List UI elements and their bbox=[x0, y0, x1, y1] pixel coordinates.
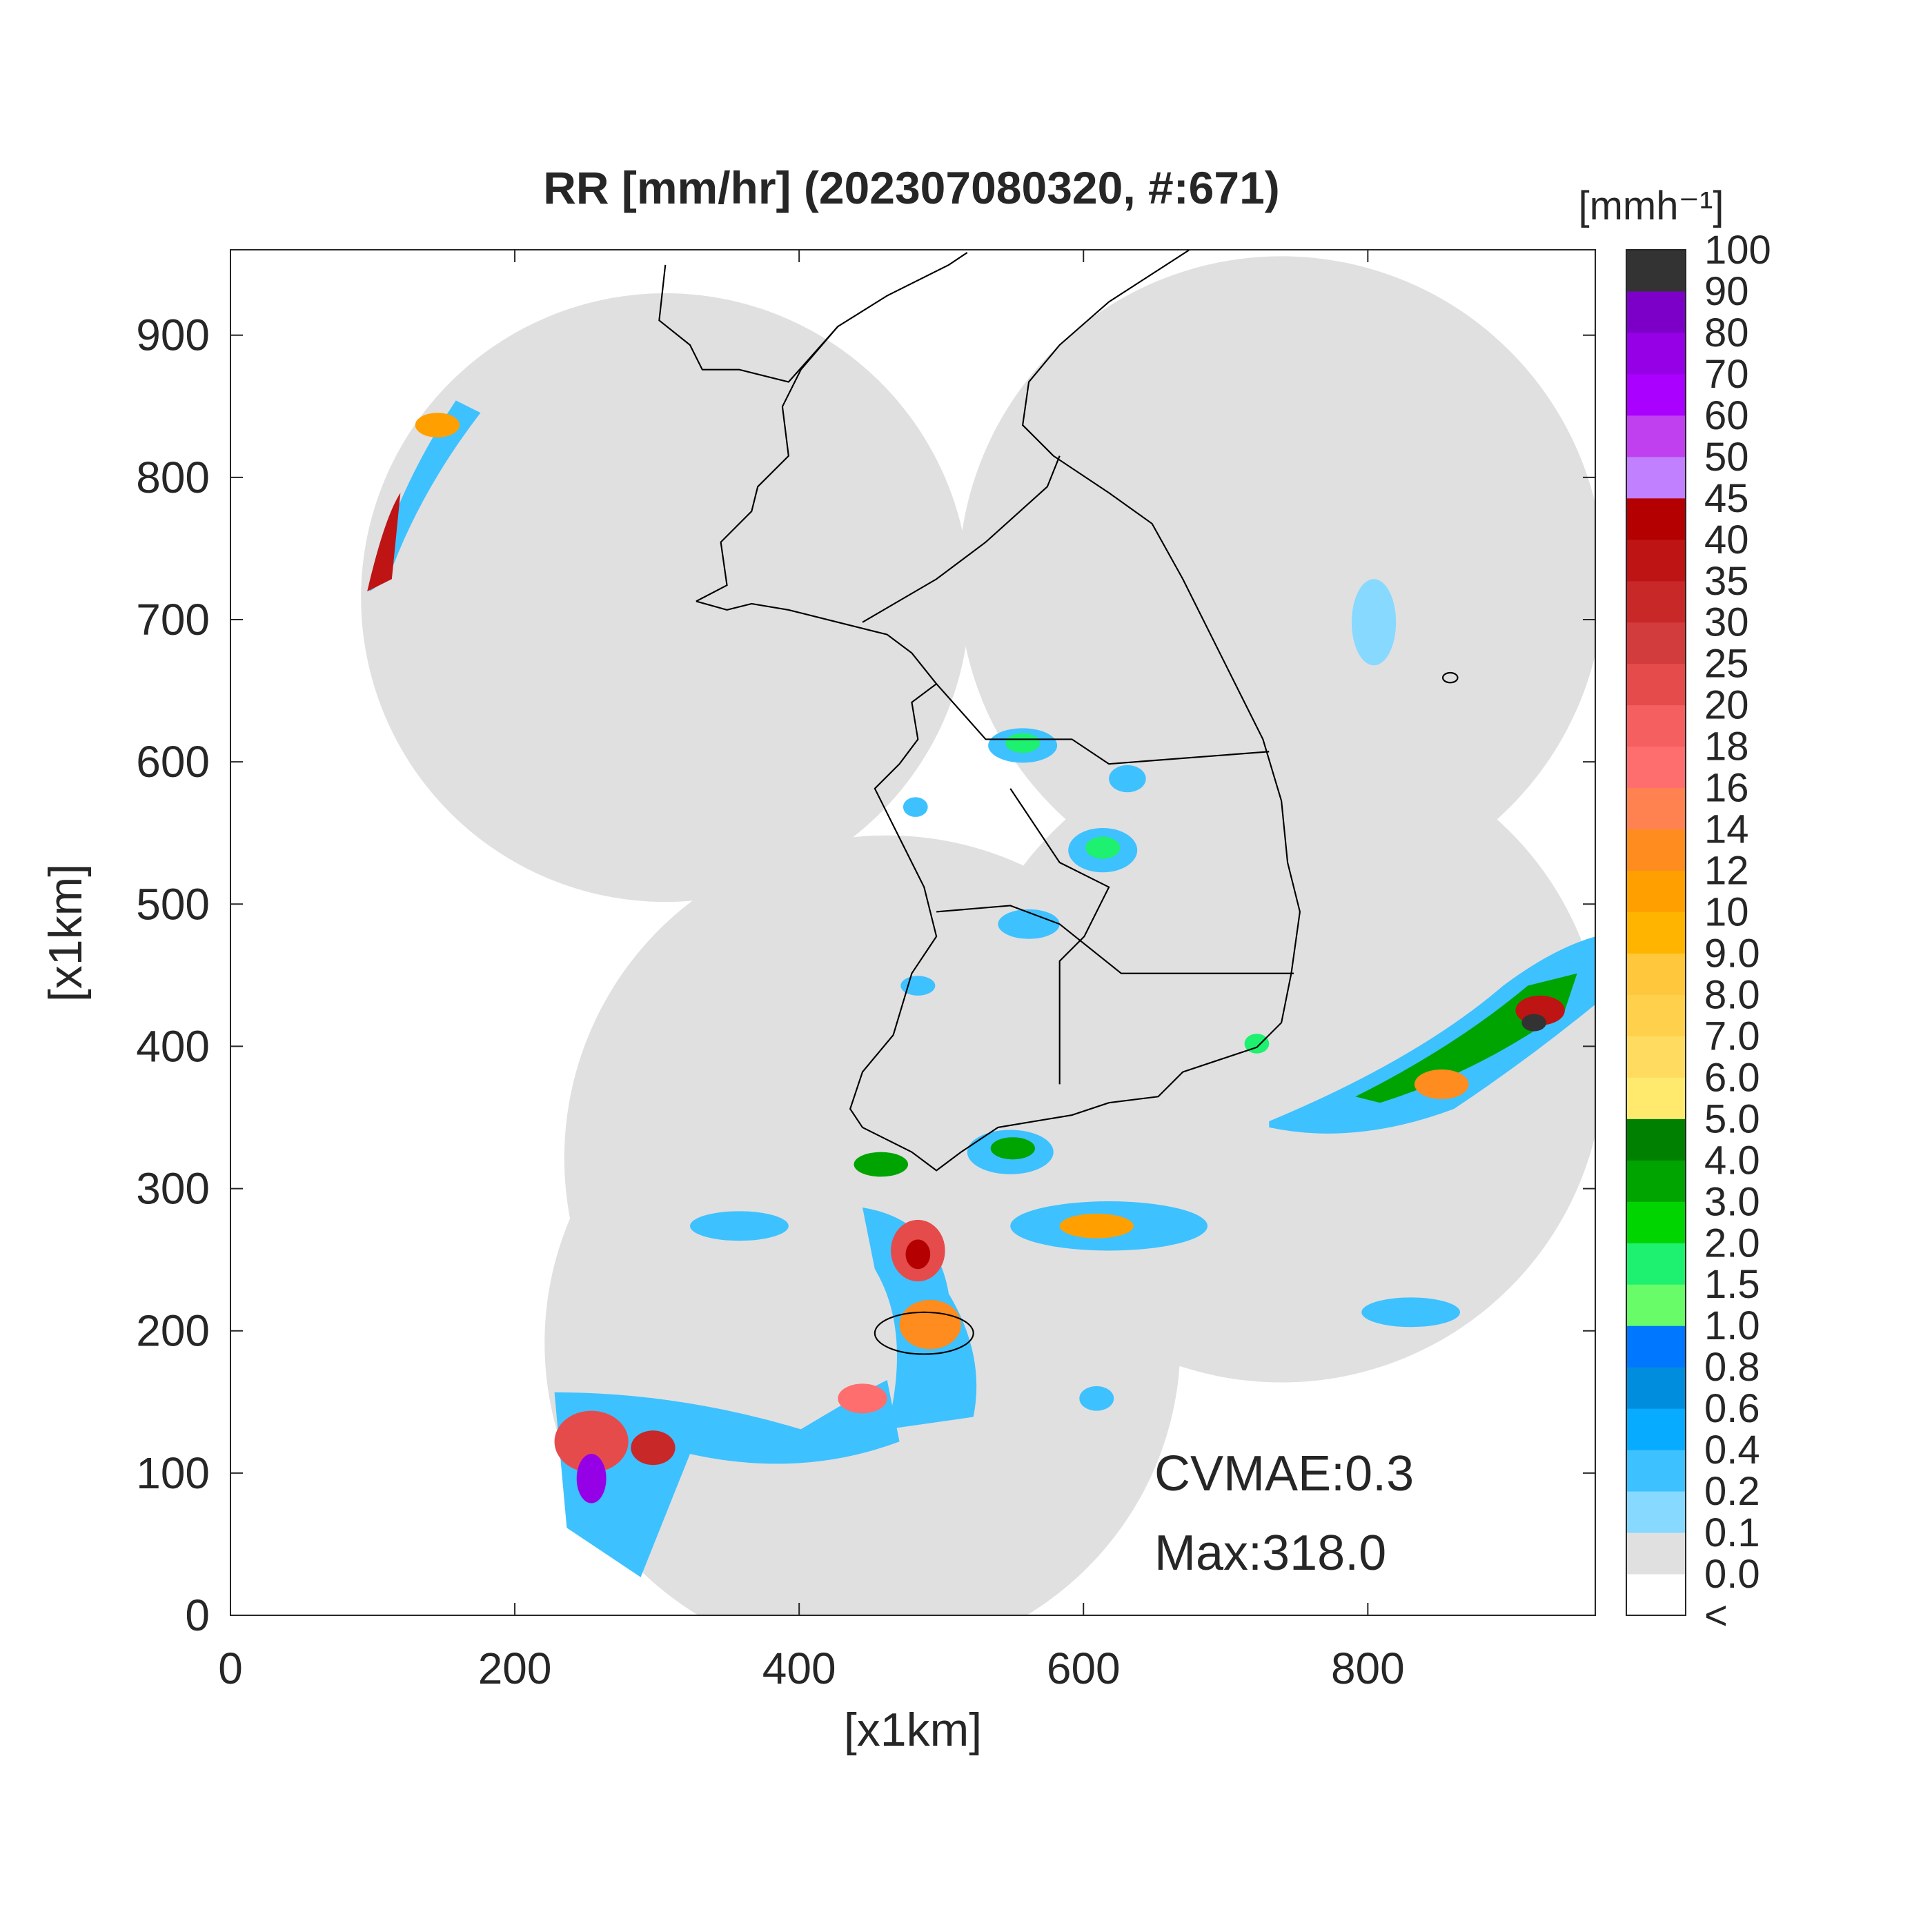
ticks: 0 200 400 600 800 0 100 200 300 400 500 600 700 800 90… bbox=[136, 250, 1595, 1693]
colorbar-label: 25 bbox=[1704, 642, 1749, 687]
colorbar-label: 0.6 bbox=[1704, 1386, 1760, 1431]
colorbar-bin bbox=[1626, 1243, 1686, 1285]
colorbar-label: 0.8 bbox=[1704, 1345, 1760, 1390]
map bbox=[361, 250, 1595, 1615]
colorbar-bin bbox=[1626, 1367, 1686, 1409]
colorbar-label: 14 bbox=[1704, 807, 1749, 852]
y-tick-label: 800 bbox=[136, 453, 210, 502]
colorbar-label: 0.0 bbox=[1704, 1552, 1760, 1597]
colorbar-label: 60 bbox=[1704, 393, 1749, 438]
colorbar-bin bbox=[1626, 456, 1686, 499]
colorbar-label: 40 bbox=[1704, 518, 1749, 562]
colorbar-label: 0.2 bbox=[1704, 1469, 1760, 1514]
colorbar-label: 70 bbox=[1704, 352, 1749, 397]
colorbar-bin bbox=[1626, 1574, 1686, 1616]
colorbar-label: 12 bbox=[1704, 849, 1749, 894]
colorbar-bin bbox=[1626, 1450, 1686, 1492]
colorbar-bin bbox=[1626, 1201, 1686, 1243]
x-tick-label: 600 bbox=[1047, 1644, 1121, 1693]
colorbar-label: 50 bbox=[1704, 435, 1749, 480]
colorbar-bin bbox=[1626, 1160, 1686, 1202]
colorbar-bin bbox=[1626, 1077, 1686, 1119]
colorbar-bin bbox=[1626, 1491, 1686, 1533]
colorbar-bin bbox=[1626, 250, 1686, 292]
y-tick-label: 900 bbox=[136, 310, 210, 360]
y-tick-label: 700 bbox=[136, 595, 210, 644]
colorbar-bin bbox=[1626, 704, 1686, 747]
colorbar-label: 2.0 bbox=[1704, 1221, 1760, 1265]
colorbar: <0.00.10.20.40.60.81.01.52.03.04.05.06.0… bbox=[1626, 228, 1771, 1638]
colorbar-bin bbox=[1626, 1118, 1686, 1161]
colorbar-frame bbox=[1626, 249, 1686, 1616]
y-tick-label: 100 bbox=[136, 1448, 210, 1498]
colorbar-bin bbox=[1626, 290, 1686, 333]
colorbar-bin bbox=[1626, 746, 1686, 789]
colorbar-bin bbox=[1626, 787, 1686, 830]
coastlines bbox=[658, 250, 1459, 1355]
colorbar-label: 5.0 bbox=[1704, 1096, 1760, 1141]
colorbar-bin bbox=[1626, 415, 1686, 457]
colorbar-label: 10 bbox=[1704, 890, 1749, 935]
colorbar-unit: [mmh⁻¹] bbox=[1578, 184, 1724, 228]
y-tick-label: 600 bbox=[136, 737, 210, 787]
annotation-max: Max:318.0 bbox=[1154, 1526, 1386, 1581]
x-axis-label: [x1km] bbox=[844, 1704, 982, 1756]
colorbar-label: 9.0 bbox=[1704, 931, 1760, 976]
colorbar-label: 35 bbox=[1704, 559, 1749, 604]
colorbar-bin bbox=[1626, 332, 1686, 375]
axes-box bbox=[230, 249, 1596, 1616]
colorbar-label: 8.0 bbox=[1704, 972, 1760, 1017]
colorbar-label: 100 bbox=[1704, 228, 1771, 273]
colorbar-label: 6.0 bbox=[1704, 1055, 1760, 1100]
y-tick-label: 400 bbox=[136, 1021, 210, 1071]
x-tick-label: 800 bbox=[1331, 1644, 1405, 1693]
y-tick-label: 500 bbox=[136, 879, 210, 929]
y-axis-label: [x1km] bbox=[39, 864, 92, 1002]
colorbar-bin bbox=[1626, 663, 1686, 706]
colorbar-label: 30 bbox=[1704, 600, 1749, 645]
colorbar-label: 0.4 bbox=[1704, 1428, 1760, 1472]
colorbar-label: 0.1 bbox=[1704, 1510, 1760, 1555]
colorbar-label: 1.5 bbox=[1704, 1262, 1760, 1307]
colorbar-label: 1.0 bbox=[1704, 1303, 1760, 1348]
colorbar-label: 90 bbox=[1704, 269, 1749, 314]
x-tick-label: 400 bbox=[762, 1644, 836, 1693]
colorbar-bin bbox=[1626, 622, 1686, 664]
y-tick-label: 200 bbox=[136, 1306, 210, 1356]
colorbar-bin bbox=[1626, 497, 1686, 540]
x-tick-label: 0 bbox=[218, 1644, 243, 1693]
colorbar-bin bbox=[1626, 373, 1686, 416]
colorbar-bin bbox=[1626, 1532, 1686, 1575]
y-tick-label: 300 bbox=[136, 1164, 210, 1214]
colorbar-bin bbox=[1626, 953, 1686, 995]
annotation-cvmae: CVMAE:0.3 bbox=[1154, 1446, 1414, 1501]
x-tick-label: 200 bbox=[478, 1644, 552, 1693]
colorbar-bin bbox=[1626, 829, 1686, 871]
colorbar-label: 4.0 bbox=[1704, 1138, 1760, 1183]
colorbar-label: 7.0 bbox=[1704, 1014, 1760, 1058]
colorbar-label: 80 bbox=[1704, 310, 1749, 355]
colorbar-label: < bbox=[1704, 1593, 1728, 1638]
colorbar-bin bbox=[1626, 994, 1686, 1036]
colorbar-bin bbox=[1626, 1325, 1686, 1368]
colorbar-bin bbox=[1626, 539, 1686, 582]
colorbar-bin bbox=[1626, 1408, 1686, 1450]
y-tick-label: 0 bbox=[185, 1590, 210, 1640]
colorbar-bin bbox=[1626, 580, 1686, 623]
colorbar-label: 16 bbox=[1704, 766, 1749, 811]
colorbar-bin bbox=[1626, 870, 1686, 913]
colorbar-label: 20 bbox=[1704, 683, 1749, 728]
colorbar-bin bbox=[1626, 1036, 1686, 1078]
radar-field bbox=[361, 250, 1595, 1615]
colorbar-bin bbox=[1626, 1284, 1686, 1326]
chart-title: RR [mm/hr] (202307080320, #:671) bbox=[543, 162, 1280, 213]
colorbar-label: 18 bbox=[1704, 724, 1749, 769]
colorbar-label: 45 bbox=[1704, 476, 1749, 521]
colorbar-label: 3.0 bbox=[1704, 1179, 1760, 1224]
radar-coverage bbox=[361, 256, 1595, 1615]
colorbar-bin bbox=[1626, 911, 1686, 954]
